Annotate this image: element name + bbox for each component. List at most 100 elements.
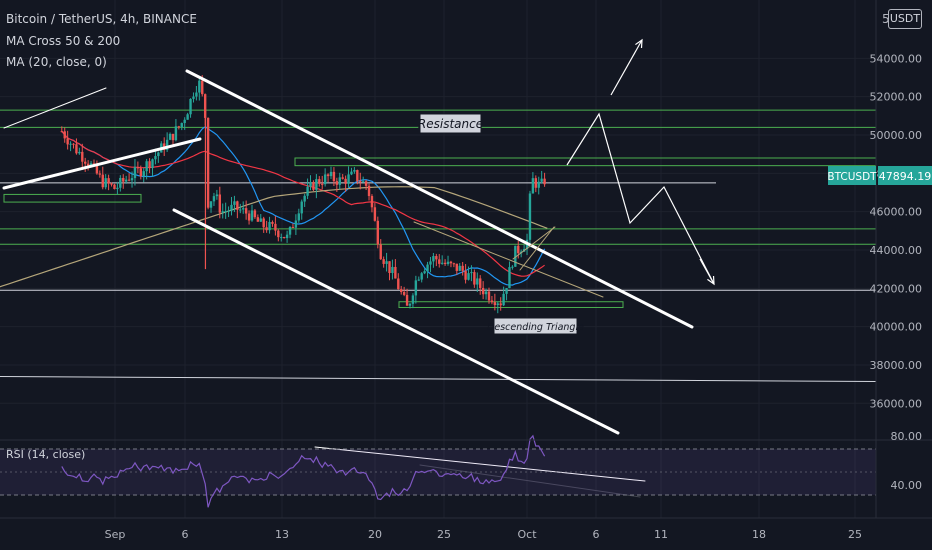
price-tick-label: 38000.00 [870, 359, 923, 372]
price-tick-label: 54000.00 [870, 52, 923, 65]
candle-body [154, 156, 157, 160]
candle [63, 127, 66, 143]
candle [347, 166, 350, 188]
candle-body [268, 221, 271, 231]
candle [72, 143, 75, 149]
candle-body [168, 133, 172, 140]
time-tick-label: 6 [593, 528, 600, 541]
candle-body [435, 256, 438, 260]
candle [253, 208, 257, 219]
candle-body [288, 226, 292, 235]
bullish-arrow-head [635, 38, 643, 49]
candle-body [274, 223, 277, 231]
candle-body [429, 261, 432, 265]
time-tick-label: Sep [105, 528, 126, 541]
candle [78, 147, 81, 155]
candle-body [508, 267, 511, 289]
bearish-arrow [699, 258, 715, 286]
candle [388, 261, 391, 281]
candle-body [95, 163, 99, 174]
candle-body [397, 278, 400, 290]
candle [487, 287, 491, 304]
candle-body [253, 210, 257, 218]
candle [192, 92, 195, 103]
candle [75, 138, 78, 155]
candle-body [473, 272, 476, 285]
candle-body [446, 261, 450, 264]
candle-body [534, 178, 538, 188]
candle [282, 236, 286, 239]
rsi-label[interactable]: RSI (14, close) [6, 448, 86, 461]
candle-body [364, 181, 368, 186]
symbol-title[interactable]: Bitcoin / TetherUS, 4h, BINANCE [6, 12, 197, 26]
bearish-arrow-head [707, 275, 715, 286]
candle-body [285, 234, 289, 239]
candle [323, 168, 327, 187]
candle [227, 206, 230, 218]
currency-button[interactable]: USDT [888, 9, 922, 29]
candle [186, 112, 189, 120]
candle [493, 293, 497, 311]
candle-body [104, 178, 107, 188]
candle-body [180, 123, 183, 128]
candle-body [440, 262, 444, 264]
candle [122, 174, 125, 189]
candle-body [312, 182, 315, 190]
candle-body [218, 194, 222, 213]
candle-body [242, 208, 245, 210]
candle [426, 261, 429, 279]
resistance-annotation[interactable]: Resistance [418, 113, 483, 134]
candle-body [215, 194, 219, 197]
candle [435, 253, 438, 267]
candle-body [502, 293, 505, 306]
candle-body [452, 263, 456, 265]
candle-body [113, 184, 116, 190]
candle [402, 286, 406, 297]
candle [318, 176, 321, 187]
candle [288, 226, 292, 239]
candle [294, 214, 298, 235]
candle-body [528, 193, 532, 240]
last-price-value: 47894.19 [879, 170, 932, 183]
candle [136, 161, 140, 174]
candle [171, 133, 175, 145]
candle [218, 186, 222, 219]
candle-body [484, 291, 488, 295]
rising-support-line [2, 137, 202, 190]
candle-body [341, 177, 344, 179]
candle-body [119, 177, 122, 188]
candle [528, 190, 532, 248]
candle [367, 183, 371, 201]
candle-body [142, 171, 145, 177]
candle [297, 208, 301, 223]
candle [180, 122, 183, 131]
candle-body [262, 218, 265, 228]
candle [467, 266, 470, 281]
candle [373, 203, 377, 222]
indicator-ma-cross[interactable]: MA Cross 50 & 200 [6, 34, 121, 48]
pattern-annotation[interactable]: Descending Triangle [487, 317, 584, 335]
candle [142, 167, 145, 183]
candle [300, 199, 303, 220]
candle [271, 220, 274, 227]
rising-trend-top-line [3, 87, 107, 129]
candle-body [247, 213, 251, 221]
candle [274, 216, 277, 236]
indicator-ma20[interactable]: MA (20, close, 0) [6, 55, 107, 69]
candle-body [86, 163, 90, 166]
candle [250, 204, 254, 222]
candle-body [110, 183, 113, 185]
candle-body [318, 179, 321, 184]
candle-body [69, 143, 72, 145]
time-tick-label: 20 [368, 528, 382, 541]
candle [394, 259, 397, 279]
triangle-upper-line [413, 221, 604, 298]
candle-body [359, 181, 362, 183]
candle-body [394, 266, 397, 279]
candle-body [347, 174, 350, 184]
trend-drawings [2, 38, 715, 498]
candle [531, 172, 535, 194]
candle-body [417, 279, 420, 281]
candle-body [400, 289, 403, 293]
